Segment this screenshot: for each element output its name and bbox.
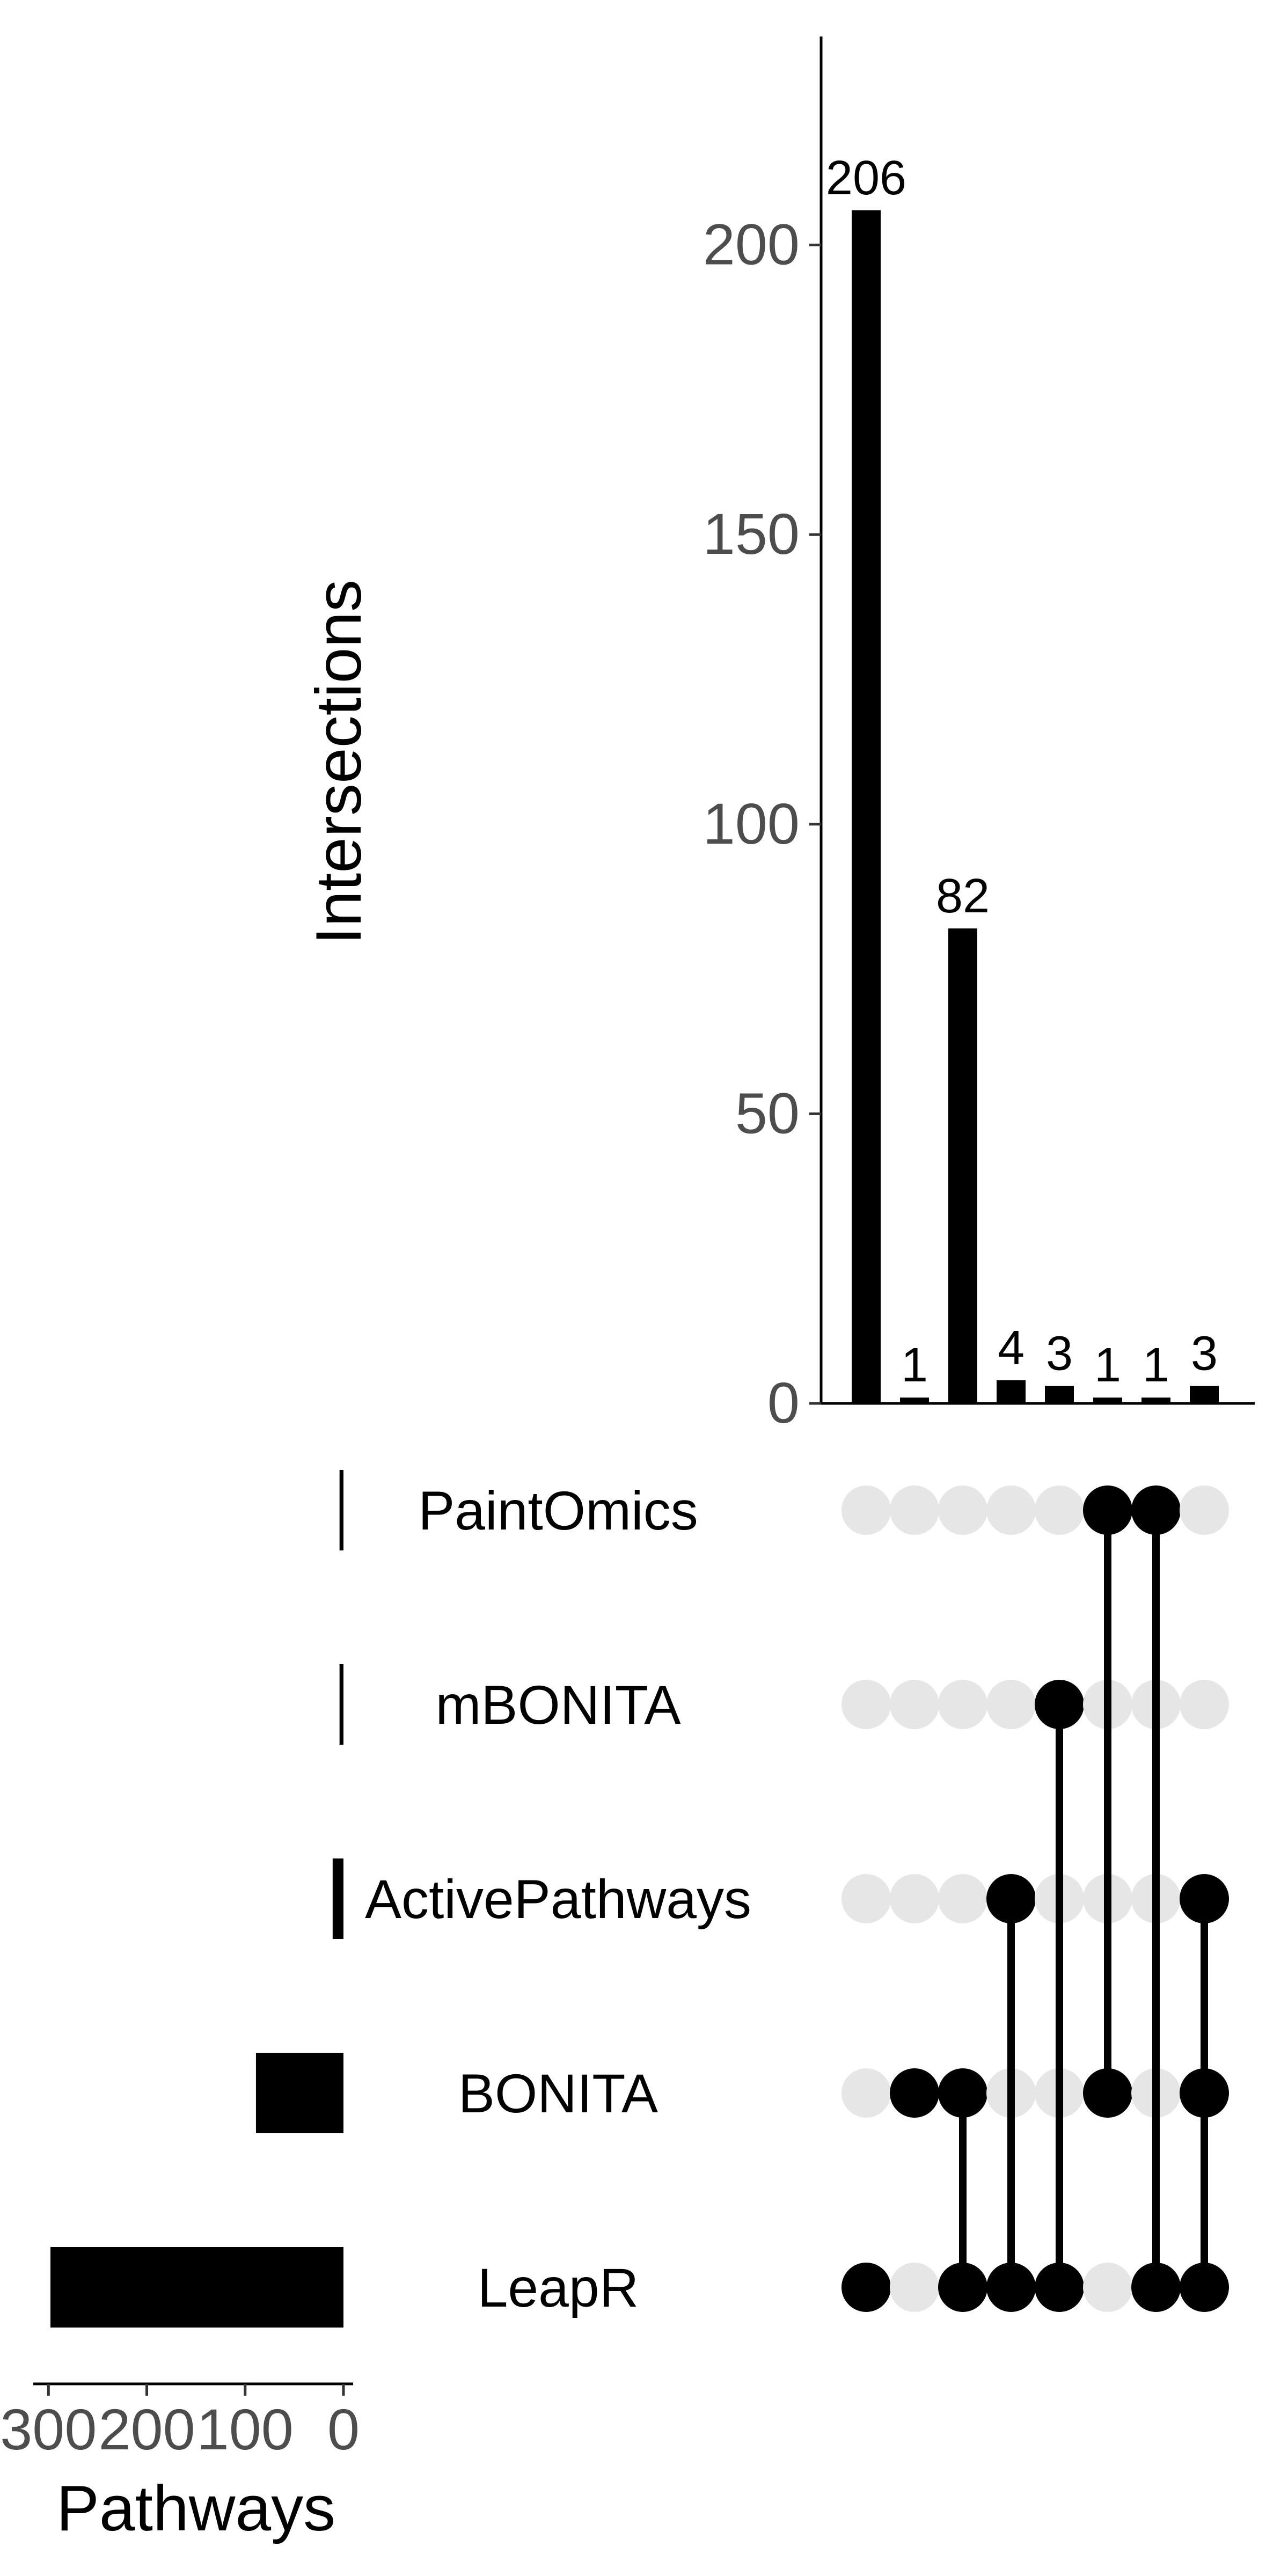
set-size-panel: 300 200 100 0 — [0, 1470, 360, 2462]
bar-value-label: 4 — [998, 1321, 1024, 1375]
set-name-label: mBONITA — [435, 1674, 680, 1736]
intersection-bar — [900, 1397, 929, 1403]
intersection-bar — [1093, 1397, 1122, 1403]
membership-dot-empty — [1083, 2263, 1132, 2312]
membership-dot-empty — [1180, 1680, 1229, 1729]
membership-dot-empty — [890, 1680, 939, 1729]
membership-dot-empty — [841, 1680, 891, 1729]
bar-value-label: 3 — [1046, 1327, 1073, 1381]
set-size-bar — [339, 1470, 343, 1550]
intersection-bar — [948, 928, 977, 1403]
membership-dot-empty — [1180, 1485, 1229, 1535]
membership-dot-empty — [1035, 1485, 1084, 1535]
y-tick-label: 150 — [703, 501, 800, 566]
membership-dot-empty — [841, 2068, 891, 2118]
intersection-bar — [1141, 1397, 1170, 1403]
bar-value-label: 3 — [1191, 1327, 1218, 1381]
intersection-bar — [852, 210, 881, 1403]
membership-dot-empty — [938, 1485, 987, 1535]
y-tick-label: 100 — [703, 791, 800, 856]
set-tick-label: 300 — [0, 2397, 97, 2462]
intersection-bar — [1045, 1386, 1074, 1403]
set-tick-label: 0 — [327, 2397, 360, 2462]
intersections-axis-title: Intersections — [303, 580, 375, 945]
set-name-label: ActivePathways — [365, 1869, 751, 1930]
set-size-bar — [332, 1858, 343, 1939]
set-tick-label: 200 — [98, 2397, 195, 2462]
bar-value-label: 1 — [1094, 1338, 1121, 1392]
membership-dot-filled — [841, 2263, 891, 2312]
y-tick-label: 200 — [703, 212, 800, 277]
membership-dot-empty — [890, 2263, 939, 2312]
set-size-bar — [339, 1664, 343, 1745]
set-name-label: LeapR — [478, 2257, 639, 2318]
membership-dot-empty — [890, 1874, 939, 1923]
bar-value-label: 206 — [826, 151, 906, 205]
membership-dot-filled — [890, 2068, 939, 2118]
membership-dot-empty — [986, 1485, 1036, 1535]
set-size-bar — [50, 2247, 343, 2328]
membership-matrix: PaintOmics mBONITA ActivePathways BONITA Lea… — [365, 1480, 1229, 2318]
membership-dot-empty — [890, 1485, 939, 1535]
y-tick-label: 0 — [767, 1370, 800, 1435]
membership-dot-empty — [841, 1485, 891, 1535]
set-name-label: PaintOmics — [418, 1480, 698, 1541]
membership-dot-empty — [938, 1874, 987, 1923]
bar-value-label: 1 — [1143, 1338, 1169, 1392]
membership-dot-empty — [841, 1874, 891, 1923]
intersection-bar — [1190, 1386, 1219, 1403]
bar-value-label: 1 — [901, 1338, 928, 1392]
membership-dot-empty — [938, 1680, 987, 1729]
pathways-axis-title: Pathways — [56, 2472, 335, 2544]
bar-value-label: 82 — [936, 869, 990, 923]
set-tick-label: 100 — [197, 2397, 294, 2462]
set-name-label: BONITA — [458, 2063, 658, 2124]
intersection-bar — [997, 1380, 1026, 1403]
y-tick-label: 50 — [735, 1080, 800, 1145]
set-size-bar — [255, 2053, 343, 2133]
membership-dot-empty — [986, 1680, 1036, 1729]
